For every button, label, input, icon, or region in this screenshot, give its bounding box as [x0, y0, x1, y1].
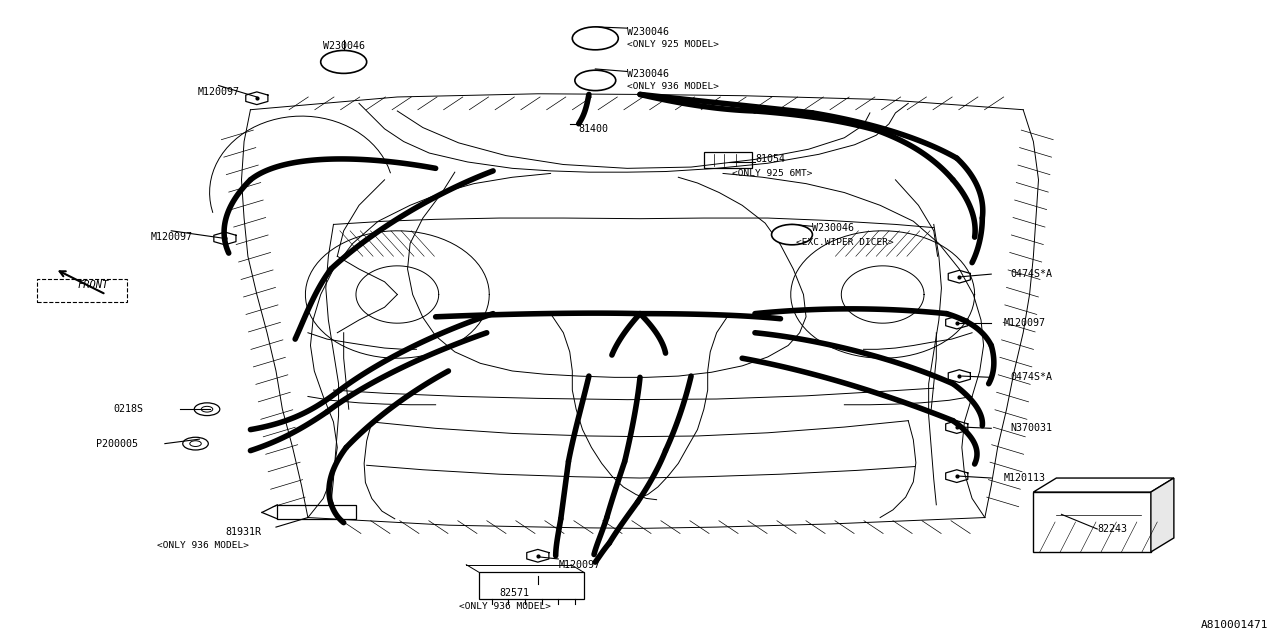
Text: 81054: 81054: [755, 154, 785, 164]
Text: 0474S*A: 0474S*A: [1010, 372, 1052, 382]
Text: 81400: 81400: [579, 124, 609, 134]
Text: 81931R: 81931R: [225, 527, 261, 536]
Bar: [479, 572, 584, 599]
Bar: [278, 505, 356, 519]
Text: P200005: P200005: [96, 438, 138, 449]
Text: 0218S: 0218S: [114, 404, 143, 414]
Circle shape: [575, 70, 616, 91]
Text: <ONLY 936 MODEL>: <ONLY 936 MODEL>: [458, 602, 550, 611]
Text: W230046: W230046: [627, 27, 669, 37]
Text: M120097: M120097: [197, 87, 239, 97]
Bar: [1033, 492, 1151, 552]
Bar: [704, 152, 753, 168]
Text: A810001471: A810001471: [1201, 620, 1268, 630]
Text: <ONLY 936 MODEL>: <ONLY 936 MODEL>: [157, 541, 250, 550]
Text: W230046: W230046: [627, 69, 669, 79]
Circle shape: [772, 225, 813, 245]
Text: M120097: M120097: [150, 232, 192, 242]
Text: M120113: M120113: [1004, 473, 1046, 483]
Text: <ONLY 925 6MT>: <ONLY 925 6MT>: [732, 169, 813, 178]
Text: 82571: 82571: [499, 588, 530, 598]
Text: 82243: 82243: [1097, 524, 1128, 534]
Text: <ONLY 936 MODEL>: <ONLY 936 MODEL>: [627, 83, 719, 92]
Text: M120097: M120097: [558, 560, 600, 570]
Polygon shape: [1033, 478, 1174, 492]
Circle shape: [572, 27, 618, 50]
Text: M120097: M120097: [1004, 317, 1046, 328]
Text: <EXC.WIPER DICER>: <EXC.WIPER DICER>: [796, 237, 893, 247]
Text: FRONT: FRONT: [78, 280, 109, 290]
Text: W230046: W230046: [323, 41, 365, 51]
Text: 0474S*A: 0474S*A: [1010, 269, 1052, 279]
Circle shape: [321, 51, 366, 74]
Text: N370031: N370031: [1010, 423, 1052, 433]
Text: <ONLY 925 MODEL>: <ONLY 925 MODEL>: [627, 40, 719, 49]
Polygon shape: [1151, 478, 1174, 552]
Text: W230046: W230046: [813, 223, 855, 233]
